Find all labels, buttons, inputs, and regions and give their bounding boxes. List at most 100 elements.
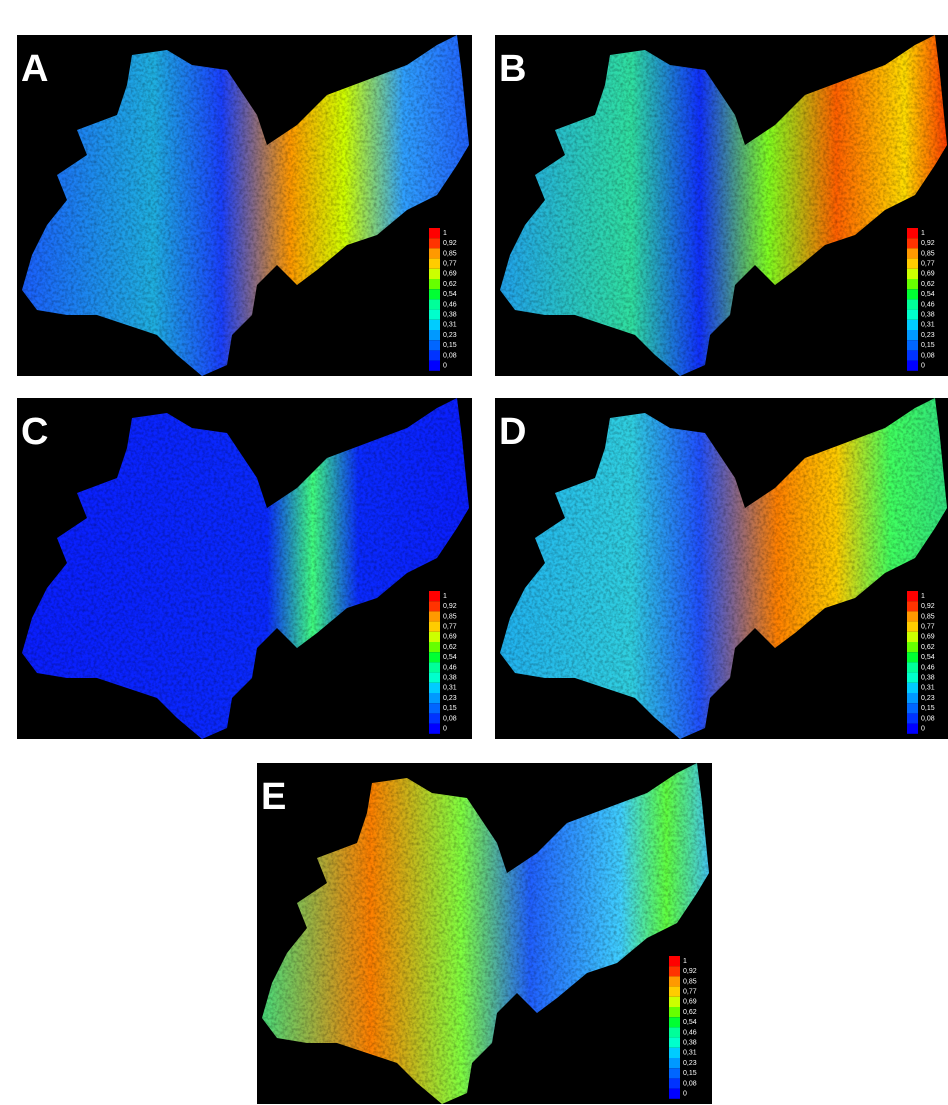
legend-swatch: [907, 289, 918, 300]
legend-label: 1: [921, 230, 925, 237]
legend-label: 0,46: [443, 664, 457, 671]
legend-label: 1: [443, 230, 447, 237]
legend-label: 0,69: [921, 271, 935, 278]
legend-label: 0: [921, 363, 925, 370]
legend-swatch: [429, 299, 440, 310]
legend-swatch: [907, 309, 918, 320]
legend-swatch: [429, 268, 440, 279]
legend-label: 0,38: [443, 312, 457, 319]
legend-swatch: [907, 319, 918, 330]
legend-swatch: [907, 299, 918, 310]
legend-label: 0,77: [443, 624, 457, 631]
legend-label: 0,92: [683, 968, 697, 975]
legend-swatch: [907, 693, 918, 704]
legend-label: 0,77: [921, 624, 935, 631]
legend-swatch: [429, 340, 440, 351]
legend-swatch: [669, 1047, 680, 1058]
legend-swatch: [907, 268, 918, 279]
legend-label: 0,77: [683, 989, 697, 996]
panel-a: A 1 0,92 0,85 0,77 0,69 0,62 0,54 0,46 0,38 0,31 0…: [17, 35, 472, 376]
legend-swatch: [669, 1007, 680, 1018]
legend-swatch: [429, 228, 440, 239]
legend-label: 0,62: [443, 281, 457, 288]
legend-label: 0,92: [443, 240, 457, 247]
legend-label: 0,69: [443, 634, 457, 641]
legend-swatch: [669, 1037, 680, 1048]
legend-swatch: [429, 652, 440, 663]
legend-swatch: [429, 631, 440, 642]
legend-swatch: [907, 330, 918, 341]
legend-swatch: [907, 703, 918, 714]
legend-swatch: [429, 309, 440, 320]
legend-label: 1: [683, 958, 687, 965]
panel-b: B 1 0,92 0,85 0,77 0,69 0,62 0,54 0,46 0,38 0,31 0…: [495, 35, 948, 376]
legend-swatch: [429, 279, 440, 290]
legend-label: 0,23: [921, 695, 935, 702]
legend-label: 0,85: [443, 250, 457, 257]
legend-swatch: [669, 996, 680, 1007]
legend-swatch: [907, 279, 918, 290]
legend-swatch: [429, 713, 440, 724]
legend-label: 0,77: [921, 261, 935, 268]
panel-label: A: [21, 48, 48, 90]
legend-swatch: [669, 1068, 680, 1079]
legend-swatch: [429, 682, 440, 693]
legend-label: 0,15: [443, 342, 457, 349]
legend-label: 0,62: [443, 644, 457, 651]
legend-label: 0,08: [683, 1080, 697, 1087]
legend-label: 0,85: [921, 250, 935, 257]
legend-swatch: [669, 1088, 680, 1099]
legend-swatch: [429, 693, 440, 704]
legend-label: 0,69: [683, 999, 697, 1006]
legend-swatch: [429, 601, 440, 612]
legend-label: 1: [443, 593, 447, 600]
legend-label: 0,15: [921, 705, 935, 712]
legend-swatch: [907, 621, 918, 632]
legend-label: 0,54: [921, 291, 935, 298]
legend-swatch: [669, 1058, 680, 1069]
legend-swatch: [429, 289, 440, 300]
legend-label: 0,23: [443, 695, 457, 702]
legend-swatch: [669, 1017, 680, 1028]
legend-swatch: [907, 238, 918, 249]
legend-swatch: [669, 956, 680, 967]
legend-swatch: [429, 621, 440, 632]
legend-label: 0,62: [921, 281, 935, 288]
legend-label: 0,15: [443, 705, 457, 712]
legend-swatch: [907, 228, 918, 239]
legend-label: 0,54: [443, 291, 457, 298]
legend-swatch: [907, 601, 918, 612]
legend-swatch: [907, 360, 918, 371]
panel-d: D 1 0,92 0,85 0,77 0,69 0,62 0,54 0,46 0,38 0,31 0…: [495, 398, 948, 739]
legend-swatch: [429, 591, 440, 602]
legend-swatch: [429, 238, 440, 249]
legend-swatch: [429, 703, 440, 714]
legend-label: 0,08: [921, 715, 935, 722]
legend-swatch: [907, 258, 918, 269]
legend-label: 0: [443, 726, 447, 733]
legend-swatch: [907, 631, 918, 642]
legend-swatch: [907, 340, 918, 351]
legend-swatch: [429, 662, 440, 673]
legend-label: 0,69: [443, 271, 457, 278]
legend-label: 0,77: [443, 261, 457, 268]
legend-label: 0,62: [683, 1009, 697, 1016]
legend-label: 0: [683, 1091, 687, 1098]
legend-label: 0,23: [443, 332, 457, 339]
legend-label: 0,31: [443, 322, 457, 329]
legend-swatch: [907, 611, 918, 622]
legend-swatch: [429, 350, 440, 361]
legend-swatch: [429, 723, 440, 734]
legend-swatch: [907, 652, 918, 663]
legend-label: 0,08: [443, 715, 457, 722]
legend-label: 0,92: [443, 603, 457, 610]
legend-swatch: [429, 611, 440, 622]
legend-label: 0,38: [921, 312, 935, 319]
panel-label: E: [261, 776, 286, 818]
legend-swatch: [669, 966, 680, 977]
legend-label: 0,46: [921, 301, 935, 308]
panel-label: D: [499, 411, 526, 453]
legend-swatch: [669, 1078, 680, 1089]
legend-label: 0,31: [443, 685, 457, 692]
